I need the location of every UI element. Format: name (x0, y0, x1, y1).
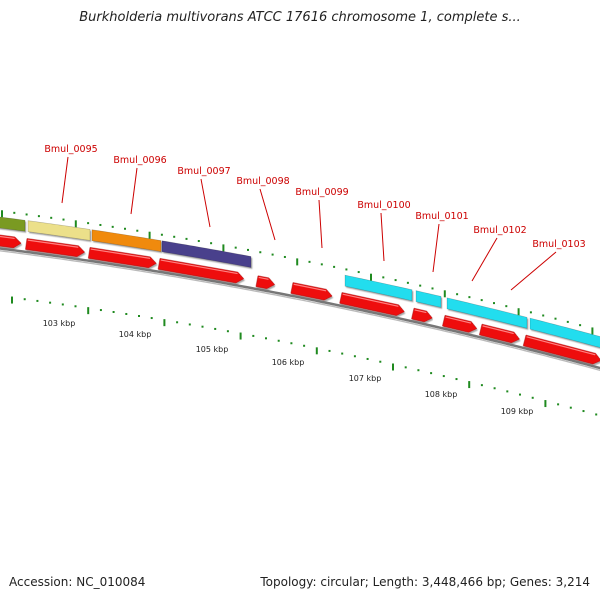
label-leader (61, 156, 69, 204)
gene-label: Bmul_0099 (295, 187, 348, 198)
feature-box (415, 290, 442, 308)
kbp-label: 104 kbp (119, 330, 152, 339)
accession-text: Accession: NC_010084 (9, 575, 146, 589)
cds-arrow (157, 258, 245, 284)
feature-box (161, 240, 252, 268)
kbp-label: 108 kbp (425, 390, 458, 399)
gene-label: Bmul_0103 (532, 239, 585, 250)
map-title: Burkholderia multivorans ATCC 17616 chro… (79, 10, 521, 25)
label-leader (471, 237, 498, 282)
kbp-label: 105 kbp (196, 345, 229, 354)
kbp-label: 107 kbp (349, 374, 382, 383)
gene-label: Bmul_0096 (113, 155, 166, 166)
feature-box (91, 229, 162, 252)
cds-arrow (479, 323, 520, 344)
label-leader (380, 212, 385, 262)
inner-tick-marks (11, 296, 598, 416)
label-leader (510, 251, 557, 291)
feature-box (0, 216, 26, 232)
label-leader (259, 188, 276, 241)
feature-box (344, 274, 413, 302)
feature-box (446, 297, 528, 329)
label-leader (130, 167, 138, 215)
cds-arrow (0, 234, 22, 249)
cds-arrow (411, 307, 433, 323)
gene-label: Bmul_0101 (415, 211, 468, 222)
backbone (0, 247, 600, 372)
feature-box (27, 220, 91, 241)
feature-box (529, 317, 600, 348)
genome-stats-text: Topology: circular; Length: 3,448,466 bp… (260, 575, 590, 589)
outer-tick-marks (1, 210, 594, 335)
cds-arrow (25, 238, 86, 257)
gene-label: Bmul_0100 (357, 200, 410, 211)
kbp-label: 103 kbp (43, 319, 76, 328)
label-leaders (61, 156, 557, 291)
kbp-label: 109 kbp (501, 407, 534, 416)
cds-arrows (0, 234, 600, 365)
gene-label: Bmul_0095 (44, 144, 97, 155)
cds-arrow (442, 315, 478, 333)
label-leader (318, 199, 323, 249)
gene-label: Bmul_0098 (236, 176, 289, 187)
cds-arrow (339, 292, 405, 316)
feature-boxes (0, 216, 600, 348)
cds-arrow (255, 275, 276, 289)
cds-arrow (290, 282, 333, 301)
label-leader (432, 223, 440, 273)
gene-label: Bmul_0102 (473, 225, 526, 236)
gene-labels: Bmul_0095 Bmul_0096 Bmul_0097 Bmul_0098 Bmul… (44, 144, 585, 250)
kbp-label: 106 kbp (272, 358, 305, 367)
label-leader (200, 178, 211, 228)
kbp-labels: 103 kbp 104 kbp 105 kbp 106 kbp 107 kbp 108 k… (43, 319, 534, 416)
cds-arrow (88, 247, 157, 269)
gene-label: Bmul_0097 (177, 166, 230, 177)
cds-arrow (522, 334, 600, 365)
